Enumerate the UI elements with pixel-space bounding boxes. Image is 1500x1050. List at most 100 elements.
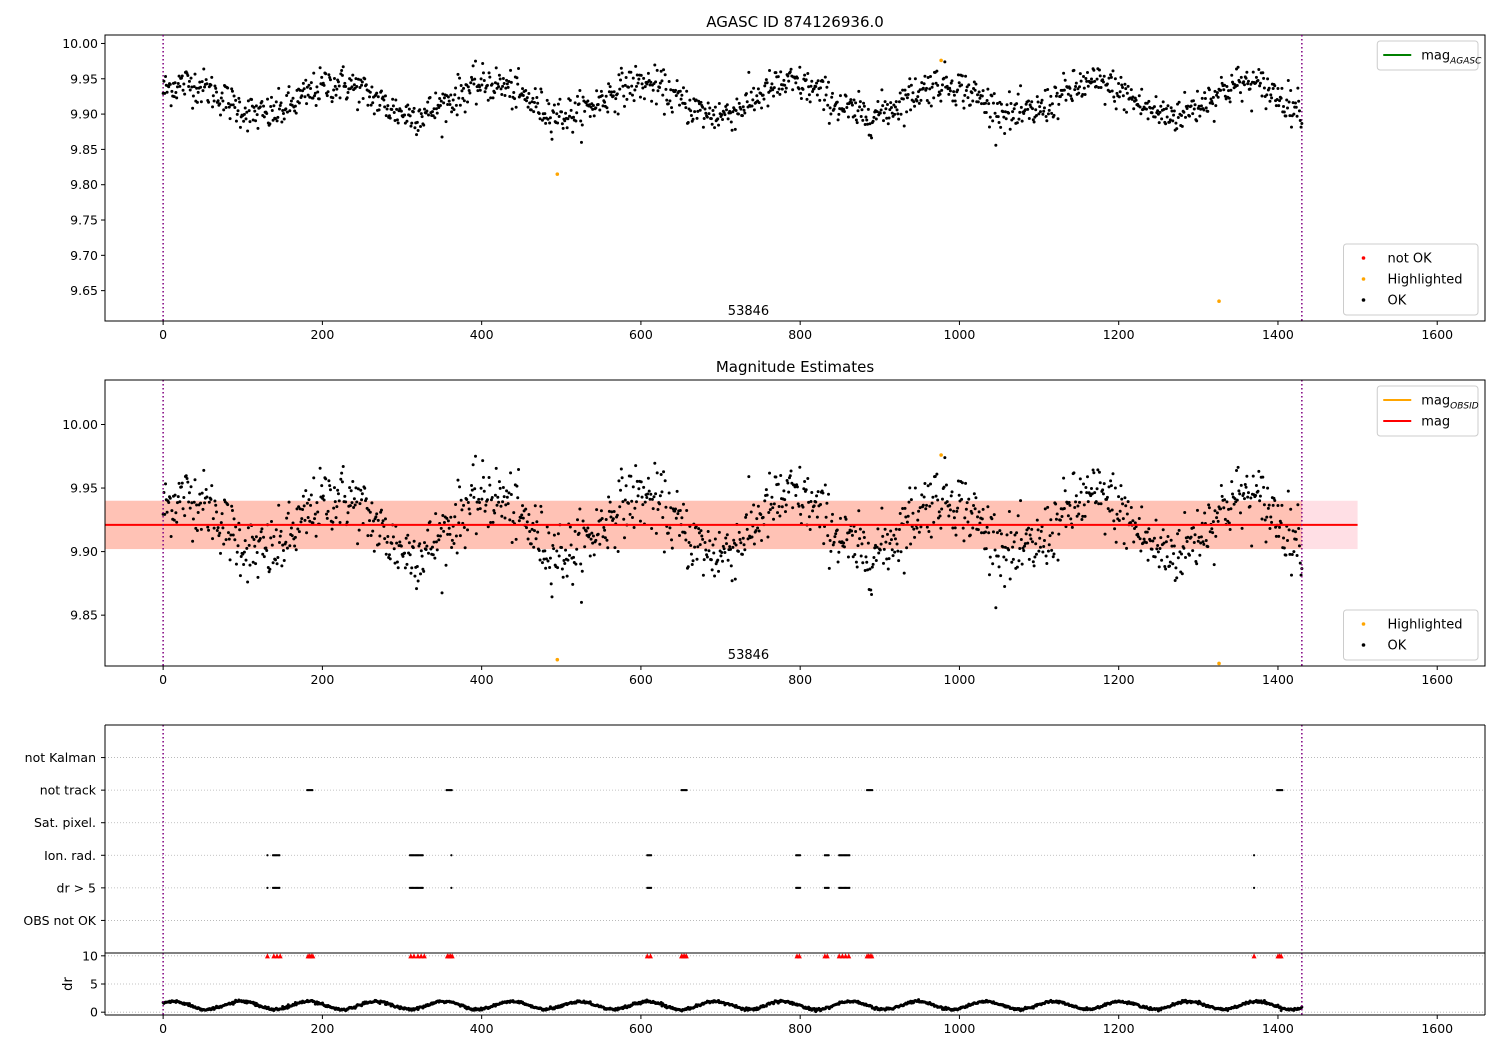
panel2-point [212, 526, 216, 530]
panel2-point [1082, 503, 1086, 507]
panel2-point [1238, 492, 1242, 496]
panel1-point [886, 122, 890, 126]
panel1-point [300, 94, 304, 98]
panel2-point [470, 484, 474, 488]
panel2-point [195, 503, 199, 507]
panel2-point [655, 471, 659, 475]
panel1-point [981, 89, 985, 93]
panel2-point [1138, 537, 1142, 541]
panel2-point [909, 498, 913, 502]
panel1-point [459, 84, 463, 88]
panel1-point [1238, 80, 1242, 84]
panel1-point [501, 76, 505, 80]
panel2-point [296, 527, 300, 531]
panel2-point [434, 540, 438, 544]
panel1-point [497, 73, 501, 77]
panel1-point [1095, 77, 1099, 81]
panel2-point [1171, 562, 1175, 566]
panel2-point [279, 529, 283, 533]
panel1-point [1046, 87, 1050, 91]
panel2-point [1155, 547, 1159, 551]
panel1-point [713, 105, 717, 109]
panel2-point [1258, 499, 1262, 503]
panel2-point [440, 591, 444, 595]
panel1-point [713, 126, 717, 130]
panel2-point [285, 546, 289, 550]
panel1-point [987, 125, 991, 129]
panel1-point [1042, 109, 1046, 113]
panel2-point [1117, 495, 1121, 499]
panel2-point [706, 530, 710, 534]
panel1-point [667, 80, 671, 83]
panel1-point [1019, 105, 1023, 109]
panel2-point [663, 479, 667, 483]
panel1-point [496, 82, 500, 86]
panel2-point [1067, 501, 1071, 505]
panel1-point [643, 85, 647, 89]
panel2-point [697, 527, 701, 531]
panel2-point [827, 566, 831, 570]
panel1-point [731, 110, 735, 114]
panel2-point [262, 535, 266, 539]
panel2-point [1274, 534, 1278, 538]
panel2-point [517, 468, 521, 471]
panel1-point [810, 79, 814, 83]
panel1-point [1165, 115, 1169, 119]
panel1-point [509, 80, 513, 84]
panel2-point [1170, 544, 1174, 548]
panel1-point [195, 86, 199, 90]
panel1-point [219, 113, 222, 117]
panel2-point [1297, 526, 1301, 530]
panel2-point [462, 526, 466, 530]
panel2-point [693, 545, 697, 549]
panel2-point [889, 538, 893, 542]
panel2-point [991, 530, 995, 534]
panel2-point [1210, 527, 1214, 531]
panel1-point [894, 100, 898, 104]
panel2-point [627, 501, 630, 505]
panel1-point [639, 73, 643, 77]
panel1-point [889, 105, 893, 109]
panel1-point [588, 115, 592, 119]
panel2-point [642, 485, 646, 489]
panel1-point [1131, 95, 1135, 99]
panel1-point [237, 96, 241, 100]
panel2-point [737, 530, 741, 534]
panel2-point [169, 535, 173, 538]
panel1-point [235, 112, 239, 116]
panel1-point [328, 78, 332, 82]
panel1-point [1150, 111, 1154, 115]
panel2-point [1109, 479, 1113, 483]
panel2-point [446, 519, 450, 523]
panel2-point [293, 544, 297, 548]
panel1-point [1137, 94, 1141, 98]
panel1-point [699, 100, 703, 104]
panel1-point [835, 100, 839, 104]
panel2-point [977, 510, 981, 514]
panel1-point [568, 114, 572, 118]
panel2-point [1156, 550, 1160, 554]
panel1-point [768, 68, 772, 72]
panel2-point [463, 546, 467, 550]
panel1-point [540, 90, 544, 94]
panel1-point [1172, 109, 1176, 113]
panel2-point [717, 530, 721, 534]
panel2-point [186, 480, 190, 484]
panel2-point [588, 554, 592, 558]
panel2-point [623, 536, 627, 540]
panel1-point [162, 79, 166, 83]
panel2-point [1033, 555, 1037, 559]
panel1-point [539, 87, 543, 91]
panel2-point [993, 548, 997, 552]
panel1-point [1117, 95, 1121, 99]
panel1-point [737, 101, 741, 105]
panel2-point [1085, 491, 1089, 495]
panel2-point [650, 497, 654, 501]
panel2-point [711, 543, 715, 547]
panel2-point [576, 518, 579, 522]
panel1-point [514, 105, 518, 109]
panel1-ytick-label: 9.80 [70, 177, 98, 192]
panel2-point [725, 533, 729, 537]
panel2-point [1114, 540, 1118, 544]
panel1-point [1066, 92, 1070, 96]
